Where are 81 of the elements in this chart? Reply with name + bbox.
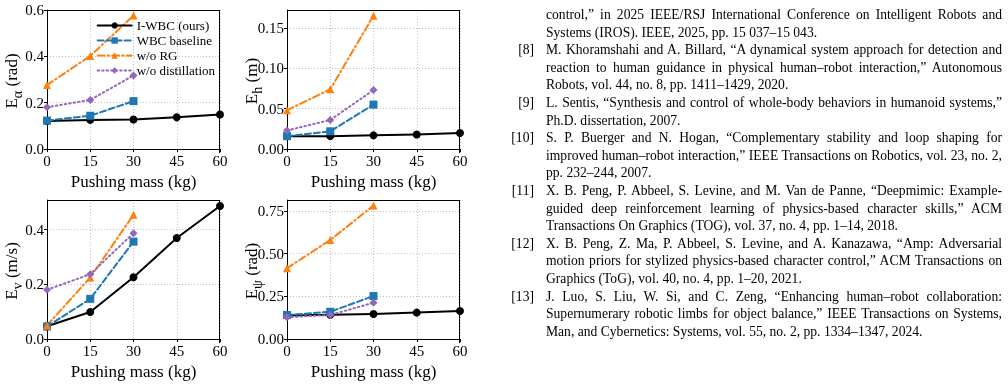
point [369,292,378,301]
y-tick-label: 0.2 [25,94,44,111]
x-tick-label: 0 [43,342,51,359]
x-tick-label: 45 [409,152,425,169]
point [326,127,335,136]
point [43,81,51,90]
x-tick-label: 30 [126,152,141,169]
point [369,11,378,20]
point [86,294,95,303]
point [172,234,181,243]
point [369,131,378,140]
y-tick-label: 0.4 [25,48,45,65]
point [43,103,51,112]
legend-label: w/o distillation [136,63,216,78]
y-tick-label: 0.25 [257,288,284,305]
point [326,115,335,124]
point [86,307,95,316]
text: [12] X. B. Peng, Z. Ma, P. Abbeel, S. Levine, and A. Kanazawa, “Amp: Adversarial motion priors for stylized physics-based character control,” ACM Transactions on Graphics (ToG), vol. 40, no. 4, pp. 1–20, 2021. [510,234,1002,288]
legend-label: WBC baseline [136,33,213,48]
point [129,229,138,238]
x-axis-title: Pushing mass (kg) [310,362,437,381]
text: [11] X. B. Peng, P. Abbeel, S. Levine, and M. Van de Panne, “Deepmimic: Example-guided deep reinforcement learning of physics-based character skills,” ACM Transactions On Graphics (TOG), vol. 37, no. 4, pp. 1–14, 2018. [510,181,1002,235]
x-tick-label: 30 [366,342,381,359]
point [369,100,378,109]
y-tick-label: 0.75 [257,202,284,219]
x-tick-label: 15 [322,152,338,169]
x-tick-label: 60 [212,152,228,169]
point [369,298,378,307]
x-tick-label: 0 [43,152,51,169]
point [129,115,138,124]
x-tick-label: 15 [82,342,98,359]
text: [9] L. Sentis, “Synthesis and control of whole-body behaviors in humanoid systems,” Ph.D. dissertation, 2007. [517,93,1002,130]
text: [13] J. Luo, S. Liu, W. Si, and C. Zeng, “Enhancing human–robot collaboration: Supernumerary robotic limbs for object balance,” IEEE Transactions on Systems, Man, and Cybernetics: Systems, vol. 55, no. 2, pp. 1334–1347, 2024. [510,287,1002,341]
y-tick-label: 0.6 [25,2,45,18]
point [412,308,421,317]
point [43,285,51,294]
x-tick-label: 60 [212,342,228,359]
point [129,71,138,80]
x-axis-title: Pushing mass (kg) [70,362,197,381]
x-tick-label: 30 [126,342,141,359]
x-tick-label: 60 [452,152,468,169]
point [129,210,138,219]
x-tick-label: 15 [322,342,338,359]
x-tick-label: 15 [82,152,98,169]
y-tick-label: 0.00 [257,141,284,158]
legend-label: I-WBC (ours) [136,18,210,33]
x-tick-label: 0 [283,342,291,359]
point [283,126,291,135]
x-tick-label: 30 [366,152,381,169]
x-tick-label: 45 [409,342,425,359]
x-tick-label: 45 [169,152,185,169]
y-tick-label: 0.4 [25,221,45,238]
point [369,86,378,95]
point [86,111,95,120]
x-axis-title: Pushing mass (kg) [70,172,197,191]
x-tick-label: 60 [452,342,468,359]
point [369,309,378,318]
y-tick-label: 0.2 [25,276,44,293]
x-axis-title: Pushing mass (kg) [310,172,437,191]
legend-label: w/o RG [136,48,178,63]
point [129,273,138,282]
text: [10] S. P. Buerger and N. Hogan, “Complementary stability and loop shaping for improved human–robot interaction,” IEEE Transactions on Robotics, vol. 23, no. 2, pp. 232–244, 2007. [510,129,1002,182]
text: control,” in 2025 IEEE/RSJ International Conference on Intelligent Robots and Systems (IROS). IEEE, 2025, pp. 15 037–15 043. [546,6,1002,42]
point [86,51,95,60]
y-tick-label: 0.00 [257,331,284,348]
x-tick-label: 0 [283,152,291,169]
point [326,235,335,244]
point [172,113,181,122]
y-tick-label: 0.05 [257,100,284,117]
y-tick-label: 0.0 [25,331,44,348]
y-tick-label: 0.15 [257,19,284,36]
point [129,11,138,20]
y-tick-label: 0.0 [25,141,44,158]
text: [8] M. Khoramshahi and A. Billard, “A dynamical system approach for detection and reaction to human guidance in physical human–robot interaction,” Autonomous Robots, vol. 44, no. 8, pp. 1411–1429, 2020. [517,41,1002,94]
point [86,95,95,104]
point [129,237,138,246]
point [283,264,291,273]
point [369,201,378,210]
point [412,130,421,139]
point [129,97,138,106]
x-tick-label: 45 [169,342,185,359]
